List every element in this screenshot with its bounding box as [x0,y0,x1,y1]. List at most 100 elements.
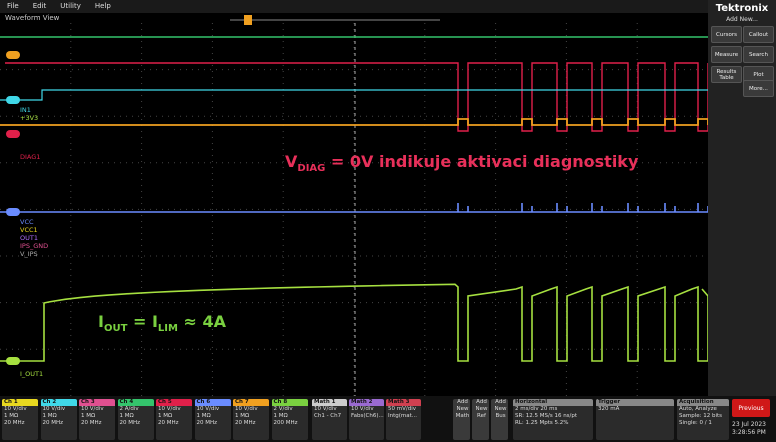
settings-box[interactable]: Ch 7 10 V/div 1 MΩ 20 MHz [233,399,269,440]
box-header: Ch 7 [233,399,269,406]
side-button[interactable]: More... [743,80,774,97]
settings-box[interactable]: Acquisition Auto, Analyze Sample: 12 bits S… [677,399,729,440]
annotation-sub: DIAG [297,163,326,175]
box-header: Ch 5 [156,399,192,406]
trace-label: IN1 [20,106,31,114]
settings-box[interactable]: Math 3 50 mV/div Intg(mat... [386,399,421,440]
trace-ch4 [0,283,708,362]
box-header: Ch 3 [79,399,115,406]
box-line: 20 MHz [235,420,256,426]
trace-label: IPS_GND [20,242,49,250]
trace-ch2 [0,89,708,101]
settings-box[interactable]: Add New Ref [472,399,489,440]
box-line: 20 MHz [196,420,218,426]
add-new-label: Add New... [726,16,758,23]
trace-label: VCC [20,218,34,226]
annotation-text: = I [127,312,158,331]
settings-bar: Ch 1 10 V/div 1 MΩ 20 MHz Ch 2 10 V/div 1 MΩ 20… [0,396,776,442]
settings-box[interactable]: Math 1 10 V/div Ch1 - Ch7 [312,399,347,440]
box-line: 1 MΩ [42,413,57,419]
box-header: Horizontal [513,399,593,406]
previous-button[interactable]: Previous [732,399,770,417]
settings-box[interactable]: Add New Bus [491,399,508,440]
box-line: 10 V/div [314,406,337,412]
box-line: 1 MΩ [273,413,288,419]
box-header: Acquisition [677,399,729,406]
box-header: Ch 6 [194,399,231,406]
settings-box[interactable]: Ch 6 10 V/div 1 MΩ 20 MHz [194,399,231,440]
settings-box[interactable]: Trigger 320 mA [596,399,674,440]
channel-marker [6,208,20,216]
settings-box[interactable]: Ch 1 10 V/div 1 MΩ 20 MHz [2,399,38,440]
box-header: Trigger [596,399,674,406]
box-line: 2 A/div [119,406,139,412]
settings-box[interactable]: Math 2 10 V/div Fabs(Ch6)... [349,399,384,440]
box-line: 1 MΩ [119,413,134,419]
settings-box[interactable]: Ch 2 10 V/div 1 MΩ 20 MHz [40,399,77,440]
box-line: New [475,406,488,412]
channel-marker [6,357,20,365]
side-button[interactable]: Callout [743,26,774,43]
trace-label: I_OUT1 [20,370,44,378]
box-line: New [494,406,507,412]
trace-label: DIAG1 [20,153,41,161]
annotation-sub: LIM [157,323,178,335]
box-line: Auto, Analyze [679,406,717,412]
box-line: Ch1 - Ch7 [314,413,342,419]
box-line: Intg(mat... [388,413,418,419]
box-line: 2 ms/div 20 ms [515,406,558,412]
box-header: Math 1 [312,399,347,406]
box-line: Single: 0 / 1 [679,420,712,426]
trigger-marker [244,15,252,25]
box-line: 20 MHz [42,420,64,426]
trace-ch7 [0,118,708,126]
annotation-text: ≈ 4A [177,312,227,331]
box-line: Add [476,399,487,405]
menu-item[interactable]: File [7,2,19,10]
side-button[interactable]: Results Table [711,66,742,83]
box-line: RL: 1.25 Mpts 5.2% [515,420,569,426]
box-line: 1 MΩ [4,413,19,419]
box-line: Bus [495,413,506,419]
annotation-sub: OUT [103,323,128,335]
box-line: 50 mV/div [388,406,416,412]
settings-box[interactable]: Ch 5 10 V/div 1 MΩ 20 MHz [156,399,192,440]
box-line: Ref [477,413,486,419]
annotation-text: V [285,152,298,171]
box-line: 10 V/div [42,406,66,412]
box-line: 2 V/div [273,406,293,412]
box-line: 10 V/div [196,406,220,412]
box-line: 10 V/div [4,406,27,412]
box-header: Ch 2 [40,399,77,406]
menu-item[interactable]: Help [94,2,111,10]
box-line: 1 MΩ [235,413,250,419]
menu-item[interactable]: Edit [32,2,47,10]
side-button[interactable]: Cursors [711,26,742,43]
box-header: Math 3 [386,399,421,406]
datetime: 3:28:56 PM [732,429,766,436]
side-button[interactable]: Measure [711,46,742,63]
plot-bg [0,13,708,396]
side-button[interactable]: Plot [743,66,774,83]
annotation: VDIAG = 0V indikuje aktivaci diagnostiky [285,152,638,174]
channel-marker [6,96,20,104]
box-line: 200 MHz [273,420,298,426]
box-line: SR: 12.5 MS/s 16 ns/pt [515,413,578,419]
settings-box[interactable]: Horizontal 2 ms/div 20 ms SR: 12.5 MS/s 16… [513,399,593,440]
box-header: Ch 4 [117,399,154,406]
box-line: 1 MΩ [81,413,96,419]
datetime: 23 Jul 2023 [732,421,766,428]
box-header: Ch 1 [2,399,38,406]
menu-item[interactable]: Utility [60,2,81,10]
annotation-text: = 0V indikuje aktivaci diagnostiky [325,152,639,171]
settings-box[interactable]: Add New Math [453,399,470,440]
side-panel: Tektronix Add New... Cursors Callout Measu… [708,0,776,396]
box-header: Math 2 [349,399,384,406]
box-header: Ch 8 [271,399,308,406]
settings-box[interactable]: Ch 3 10 V/div 1 MΩ 20 MHz [79,399,115,440]
trace-label: VCC1 [20,226,38,234]
side-button[interactable]: Search [743,46,774,63]
